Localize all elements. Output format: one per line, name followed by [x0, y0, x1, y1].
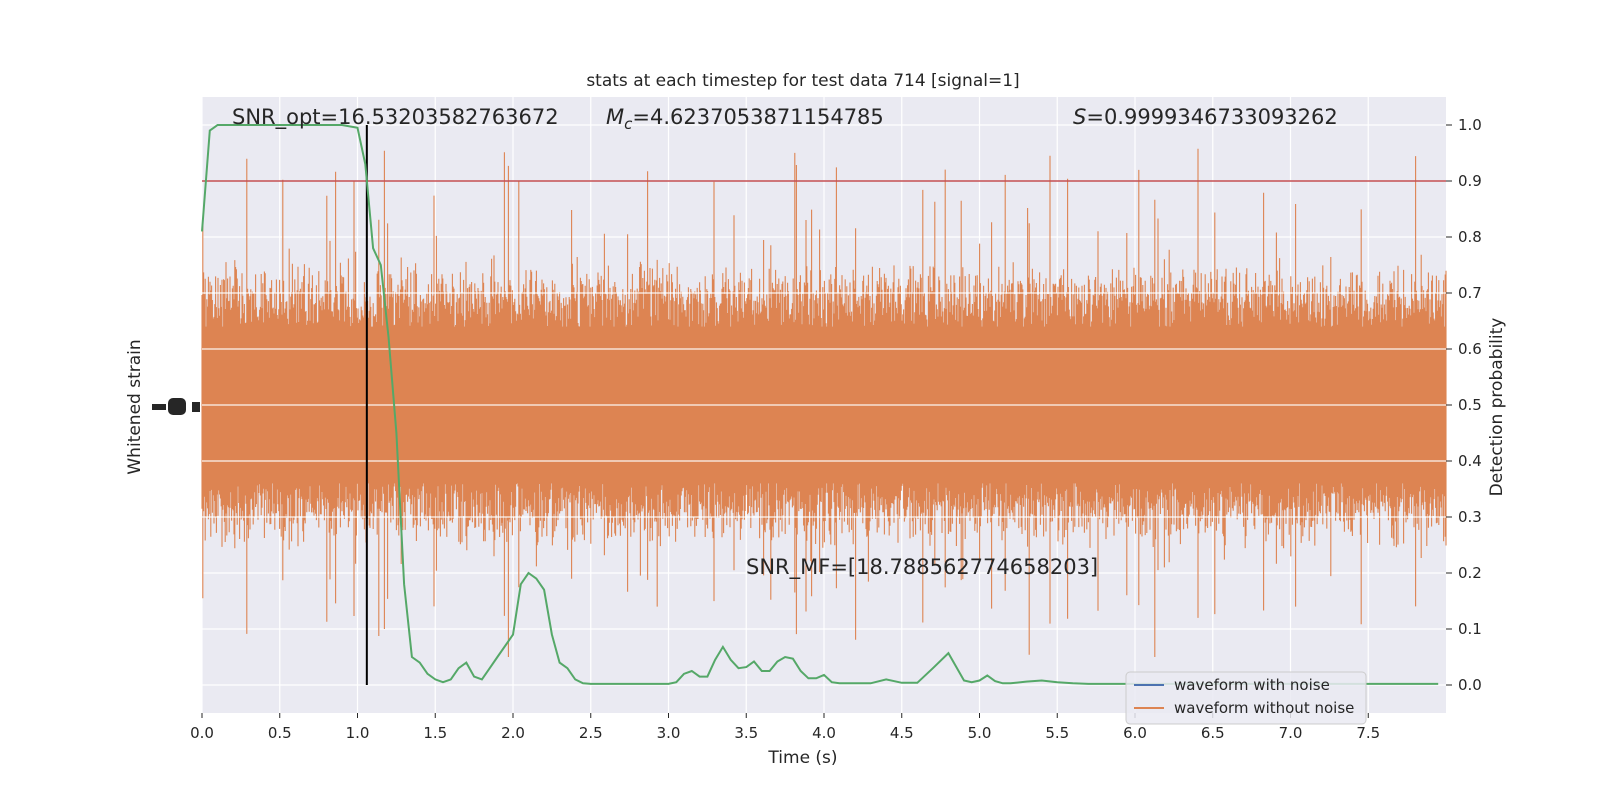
x-tick-label: 6.5	[1201, 724, 1225, 742]
s-value: =0.9999346733093262	[1086, 105, 1337, 129]
y-tick-label: 0.7	[1458, 284, 1482, 302]
s-annotation: S=0.9999346733093262	[1073, 105, 1338, 129]
left-tick-cluster	[168, 398, 186, 415]
y-tick-label: 0.9	[1458, 172, 1482, 190]
mc-annotation: Mc=4.6237053871154785	[606, 105, 884, 133]
x-tick-label: 4.0	[812, 724, 836, 742]
waveform-without-noise-series	[201, 148, 1447, 657]
x-tick-label: 3.5	[734, 724, 758, 742]
y-tick-label: 0.5	[1458, 396, 1482, 414]
x-tick-label: 5.5	[1045, 724, 1069, 742]
mc-subscript: c	[624, 115, 633, 133]
x-tick-label: 7.0	[1279, 724, 1303, 742]
x-tick-label: 6.0	[1123, 724, 1147, 742]
y-tick-label: 0.3	[1458, 508, 1482, 526]
left-axis	[152, 398, 200, 415]
x-tick-label: 0.5	[268, 724, 292, 742]
snr-mf-annotation: SNR_MF=[18.788562774658203]	[746, 555, 1098, 580]
x-tick-label: 4.5	[890, 724, 914, 742]
legend-box	[1125, 671, 1367, 725]
x-tick-label: 2.0	[501, 724, 525, 742]
y-tick-label: 0.6	[1458, 340, 1482, 358]
x-tick-label: 7.5	[1356, 724, 1380, 742]
right-axis-label: Detection probability	[1487, 318, 1507, 497]
y-tick-label: 1.0	[1458, 116, 1482, 134]
x-tick-label: 2.5	[579, 724, 603, 742]
mc-symbol: M	[606, 105, 624, 129]
legend-label-without-noise: waveform without noise	[1174, 699, 1354, 717]
x-tick-label: 5.0	[968, 724, 992, 742]
y-tick-label: 0.8	[1458, 228, 1482, 246]
chart-title: stats at each timestep for test data 714…	[586, 71, 1019, 91]
x-tick-label: 3.0	[657, 724, 681, 742]
left-tick-cluster	[192, 402, 200, 412]
x-axis-ticks: 0.0 0.5 1.0 1.5 2.0 2.5 3.0 3.5 4.0 4.5 5.0 5.5 6.0 6…	[190, 713, 1380, 742]
left-axis-label: Whitened strain	[125, 339, 145, 474]
y-tick-label: 0.4	[1458, 452, 1482, 470]
x-tick-label: 1.0	[346, 724, 370, 742]
x-axis-label: Time (s)	[767, 748, 837, 768]
s-symbol: S	[1073, 105, 1086, 129]
y-tick-label: 0.1	[1458, 620, 1482, 638]
x-tick-label: 1.5	[423, 724, 447, 742]
y-tick-label: 0.0	[1458, 676, 1482, 694]
x-tick-label: 0.0	[190, 724, 214, 742]
left-tick-cluster	[152, 404, 166, 410]
right-axis-ticks: 0.0 0.1 0.2 0.3 0.4 0.5 0.6 0.7 0.8 0.9 1.0	[1446, 116, 1482, 694]
legend: waveform with noise waveform without noi…	[1125, 671, 1367, 725]
y-tick-label: 0.2	[1458, 564, 1482, 582]
legend-label-with-noise: waveform with noise	[1174, 676, 1330, 694]
snr-opt-annotation: SNR_opt=16.53203582763672	[232, 105, 559, 130]
mc-value: =4.6237053871154785	[632, 105, 883, 129]
